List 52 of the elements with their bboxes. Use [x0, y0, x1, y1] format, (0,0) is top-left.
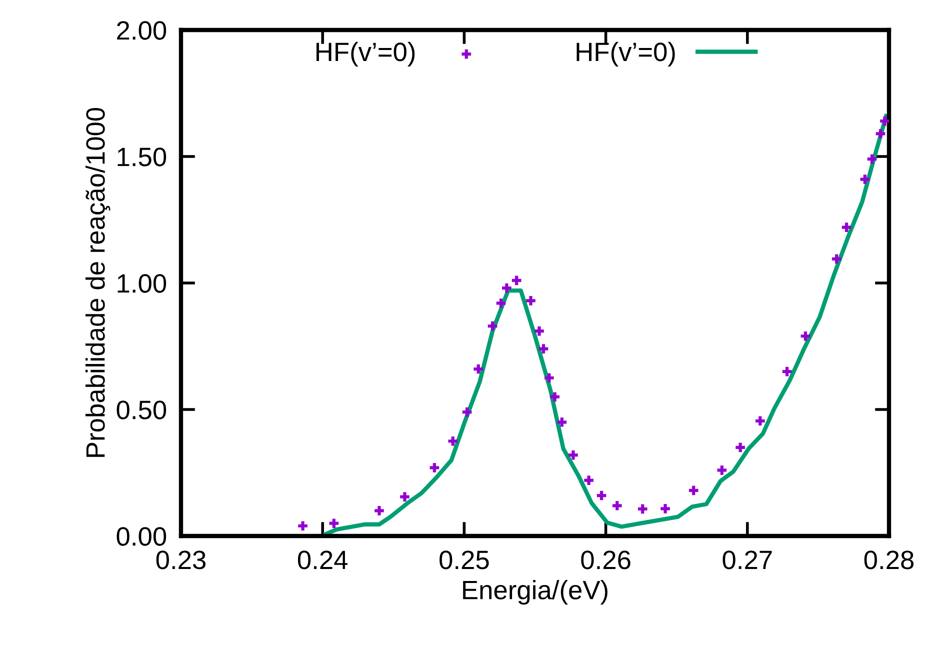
- point: [474, 364, 484, 374]
- point: [557, 417, 567, 427]
- point: [612, 500, 622, 510]
- point: [329, 518, 339, 528]
- x-tick-label: 0.27: [722, 550, 772, 570]
- point: [842, 222, 852, 232]
- y-tick-label: 2.00: [117, 21, 166, 40]
- x-tick-label: 0.28: [864, 550, 914, 570]
- point: [400, 492, 410, 502]
- point: [584, 476, 594, 485]
- point: [736, 442, 745, 452]
- point: [502, 283, 512, 293]
- x-axis-title: Energia/(eV): [463, 580, 608, 605]
- point: [876, 129, 886, 138]
- point: [832, 254, 842, 264]
- x-tick-label: 0.23: [156, 550, 206, 570]
- y-tick-label: 1.00: [118, 274, 166, 293]
- y-tick-label: 0.50: [116, 400, 166, 420]
- point: [568, 450, 578, 460]
- point: [880, 116, 889, 126]
- point: [544, 373, 554, 383]
- point: [660, 504, 670, 514]
- point: [860, 174, 870, 184]
- point: [488, 321, 498, 331]
- point: [496, 298, 506, 308]
- point: [526, 296, 536, 306]
- x-tick-label: 0.25: [440, 550, 489, 570]
- point: [782, 366, 792, 376]
- point: [638, 504, 648, 514]
- point: [688, 486, 698, 496]
- x-tick-label: 0.24: [298, 550, 348, 570]
- point: [298, 521, 308, 531]
- point: [448, 436, 458, 446]
- y-axis-title: Probabilidade de reação/1000: [85, 108, 110, 457]
- point: [430, 463, 440, 472]
- point: [534, 326, 544, 336]
- point: [596, 490, 606, 500]
- x-tick-label: 0.26: [581, 550, 630, 570]
- point: [867, 154, 877, 164]
- point: [755, 416, 765, 426]
- y-tick-label: 0.00: [116, 527, 166, 546]
- legend-label: HF(v’=0): [316, 42, 415, 66]
- point: [550, 392, 560, 402]
- legend-label: HF(v’=0): [576, 42, 675, 66]
- point: [717, 466, 727, 475]
- point: [462, 407, 472, 417]
- line-series: [323, 114, 888, 536]
- point: [800, 331, 810, 341]
- point: [512, 276, 522, 286]
- y-tick-label: 1.50: [118, 148, 166, 166]
- point: [538, 344, 548, 354]
- point: [374, 506, 384, 516]
